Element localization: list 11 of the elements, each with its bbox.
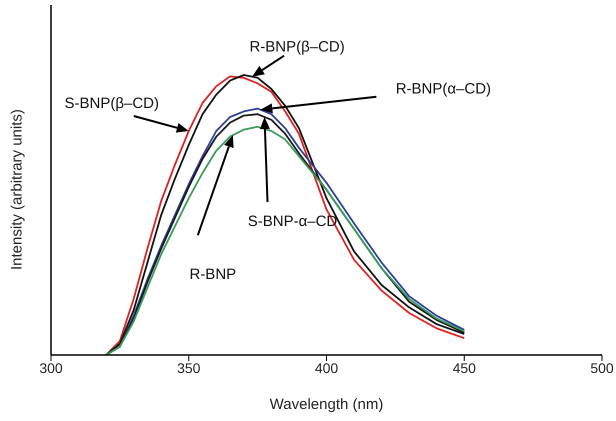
series-label: R-BNP(β–CD) xyxy=(249,38,345,56)
text: S-BNP(β–CD) xyxy=(64,94,159,112)
x-tick-label: 350 xyxy=(177,360,201,376)
text: R-BNP(α–CD) xyxy=(396,80,492,98)
x-tick-label: 400 xyxy=(314,360,338,376)
x-tick-label: 300 xyxy=(39,360,63,376)
y-axis-title: Intensity (arbitrary units) xyxy=(8,109,26,270)
text: R-BNP xyxy=(189,266,236,284)
x-tick-label: 500 xyxy=(590,360,614,376)
x-tick-label: 450 xyxy=(452,360,476,376)
x-axis-title: Wavelength (nm) xyxy=(270,396,384,413)
